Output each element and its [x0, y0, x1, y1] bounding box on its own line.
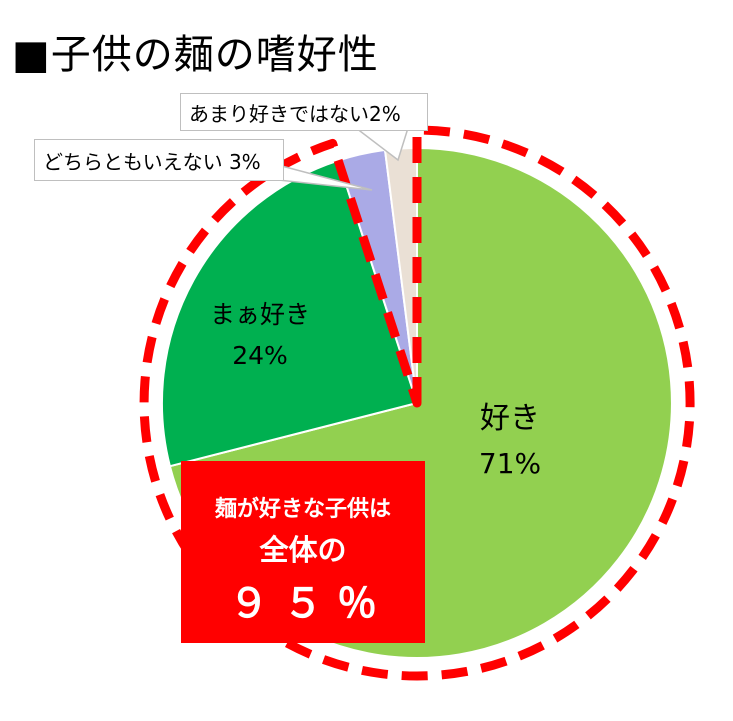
- callout-amari: あまり好きではない2%: [180, 93, 428, 131]
- label-maasuki-value: 24%: [232, 341, 288, 370]
- label-suki-value: 71%: [478, 447, 542, 480]
- highlight-line2: 全体の: [259, 533, 347, 567]
- highlight-outline: [139, 125, 695, 681]
- label-suki: 好き 71%: [455, 393, 565, 480]
- label-amari: あまり好きではない2%: [189, 101, 401, 126]
- chart-title: ■子供の麺の嗜好性: [12, 32, 379, 78]
- label-maasuki: まぁ好き 24%: [195, 295, 325, 370]
- label-dochira: どちらともいえない 3%: [43, 149, 261, 174]
- highlight-line1: 麺が好きな子供は: [214, 497, 391, 522]
- highlight-box: 麺が好きな子供は 全体の ９５％: [181, 461, 425, 643]
- highlight-line3: ９５％: [229, 581, 391, 627]
- label-suki-name: 好き: [480, 401, 540, 436]
- callout-dochira: どちらともいえない 3%: [34, 139, 284, 181]
- label-maasuki-name: まぁ好き: [209, 300, 310, 329]
